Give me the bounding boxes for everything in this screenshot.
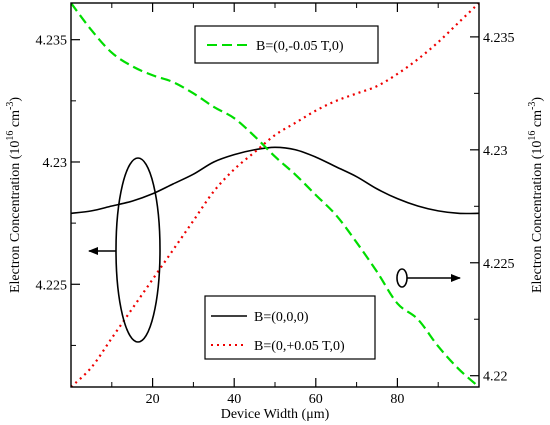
y-left-axis-title: Electron Concentration (1016 cm-3) [5, 97, 23, 293]
series-line-1 [71, 3, 479, 387]
legend-top: B=(0,-0.05 T,0) [194, 25, 379, 64]
legend-bottom: B=(0,0,0) B=(0,+0.05 T,0) [204, 295, 376, 360]
series-layer [71, 3, 479, 387]
y-left-tick-label: 4.235 [36, 34, 68, 49]
y-right-axis-title: Electron Concentration (1016 cm-3) [527, 97, 545, 293]
y-right-ticks: 4.22 4.225 4.23 4.235 [470, 31, 515, 385]
y-right-tick-label: 4.235 [483, 31, 515, 46]
annotation-ellipse-left [115, 157, 161, 343]
x-tick-label: 80 [390, 392, 404, 407]
annotation-left-axis [88, 157, 161, 343]
annotation-right-axis [396, 268, 461, 288]
y-left-ticks: 4.225 4.23 4.235 [36, 34, 80, 346]
legend-label-b-neg: B=(0,-0.05 T,0) [256, 39, 344, 54]
series-line-0 [71, 146, 479, 215]
series-line-2 [71, 3, 479, 387]
x-ticks: 20 40 60 80 [111, 3, 439, 407]
y-right-tick-label: 4.22 [483, 370, 508, 385]
legend-label-b-pos: B=(0,+0.05 T,0) [254, 339, 345, 354]
x-tick-label: 40 [227, 392, 241, 407]
y-left-tick-label: 4.23 [43, 156, 68, 171]
annotation-ellipse-right [396, 268, 408, 288]
x-tick-label: 60 [309, 392, 323, 407]
y-right-tick-label: 4.225 [483, 257, 515, 272]
x-axis-title: Device Width (μm) [221, 407, 330, 422]
legend-label-b-zero: B=(0,0,0) [254, 310, 309, 325]
legend-bottom-box [204, 295, 376, 360]
y-left-tick-label: 4.225 [36, 278, 68, 293]
x-tick-label: 20 [146, 392, 160, 407]
y-right-tick-label: 4.23 [483, 144, 508, 159]
